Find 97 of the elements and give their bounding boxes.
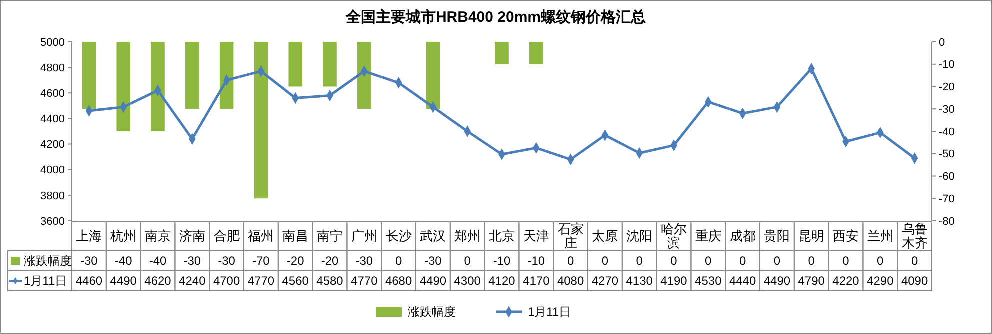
y2-tick-label: -80 (939, 216, 955, 228)
data-label: 4190 (660, 274, 688, 288)
x-tick-label: 西安 (833, 228, 859, 244)
data-label: 0 (739, 254, 746, 268)
data-label: 4460 (76, 274, 103, 288)
x-tick-label: 哈尔滨 (661, 222, 687, 251)
data-label: 4290 (867, 274, 894, 288)
data-label: 4090 (901, 274, 928, 288)
y2-tick-label: -40 (939, 126, 955, 138)
x-tick-label: 贵阳 (764, 228, 790, 244)
data-label: 4700 (213, 274, 240, 288)
data-label: 0 (911, 254, 918, 268)
x-tick-label: 合肥 (214, 228, 240, 244)
text: 1月11日 (528, 305, 572, 320)
data-label: 4620 (144, 274, 172, 288)
data-label: 4080 (557, 274, 584, 288)
x-tick-label: 天津 (523, 228, 550, 244)
y-tick-label: 4200 (40, 139, 65, 152)
y2-tick-label: 0 (939, 36, 946, 49)
text: 涨跌幅度 (408, 305, 456, 320)
x-tick-label: 广州 (351, 228, 378, 244)
data-label: -20 (321, 254, 339, 268)
data-label: 4490 (420, 274, 447, 288)
x-tick-label: 南宁 (317, 228, 343, 244)
data-label: 0 (636, 254, 644, 268)
y2-tick-label: -20 (939, 82, 955, 94)
y-tick-label: 3600 (40, 216, 65, 228)
data-label: 0 (567, 254, 574, 268)
data-label: 0 (877, 254, 884, 268)
y2-tick-label: -60 (939, 171, 955, 184)
y-tick-label: 4600 (40, 88, 65, 100)
x-tick-label: 郑州 (454, 228, 481, 244)
y-tick-label: 3800 (40, 190, 65, 202)
data-label: 4440 (729, 274, 756, 288)
x-tick-label: 福州 (248, 228, 274, 244)
data-label: 0 (808, 254, 816, 268)
data-label: -30 (184, 254, 202, 268)
legend-label: 1月11日 (24, 274, 68, 288)
y-tick-label: 5000 (40, 36, 65, 49)
data-label: 4270 (592, 274, 619, 288)
data-label: 4770 (248, 274, 275, 288)
data-label: 4490 (764, 274, 791, 288)
data-label: 4130 (626, 274, 654, 288)
x-tick-label: 重庆 (695, 228, 722, 244)
data-label: -30 (424, 254, 442, 268)
legend-label: 涨跌幅度 (24, 254, 72, 268)
y2-tick-label: -30 (939, 104, 955, 116)
data-label: 4300 (454, 274, 482, 288)
x-tick-label: 石家庄 (558, 222, 584, 251)
data-label: 4220 (832, 274, 860, 288)
y-tick-label: 4800 (40, 62, 65, 74)
data-label: 4790 (798, 274, 826, 288)
data-label: -70 (252, 254, 270, 268)
y2-tick-label: -70 (939, 193, 955, 206)
data-label: -10 (528, 254, 546, 268)
data-label: 4770 (351, 274, 378, 288)
x-tick-label: 南昌 (282, 228, 309, 244)
data-label: 4580 (316, 274, 344, 288)
x-tick-label: 北京 (489, 228, 515, 244)
x-tick-label: 南京 (145, 228, 171, 244)
x-tick-label: 昆明 (798, 228, 825, 244)
x-tick-label: 上海 (76, 228, 102, 244)
y2-tick-label: -50 (939, 148, 955, 161)
data-label: 4560 (282, 274, 310, 288)
data-label: -30 (218, 254, 236, 268)
x-tick-label: 济南 (179, 228, 206, 244)
x-tick-label: 沈阳 (626, 228, 653, 244)
y-tick-label: 4400 (40, 114, 65, 126)
data-label: -10 (493, 254, 511, 268)
data-label: -40 (114, 254, 133, 268)
x-tick-label: 太原 (592, 228, 618, 244)
data-label: 4170 (523, 274, 550, 288)
data-label: -30 (356, 254, 374, 268)
data-label: 4530 (695, 274, 722, 288)
y2-tick-label: -10 (939, 59, 955, 72)
chart-title: 全国主要城市HRB400 20mm螺纹钢价格汇总 (344, 8, 646, 26)
x-tick-label: 杭州 (110, 228, 137, 244)
data-label: 4240 (179, 274, 206, 288)
data-label: -40 (149, 254, 167, 268)
x-tick-label: 长沙 (386, 228, 412, 244)
x-tick-label: 兰州 (867, 228, 894, 244)
data-label: 4490 (110, 274, 138, 288)
data-label: 0 (705, 254, 712, 268)
x-tick-label: 成都 (730, 228, 756, 244)
data-label: 0 (395, 254, 402, 268)
x-tick-label: 乌鲁木齐 (902, 222, 928, 251)
data-label: 0 (670, 254, 678, 268)
data-label: 0 (842, 254, 850, 268)
x-tick-label: 武汉 (420, 228, 446, 244)
data-label: 0 (774, 254, 781, 268)
data-label: 0 (602, 254, 609, 268)
data-label: -20 (286, 254, 305, 268)
data-label: -30 (80, 254, 98, 268)
data-label: 4680 (385, 274, 412, 288)
data-label: 0 (464, 254, 472, 268)
data-label: 4120 (488, 274, 516, 288)
y-tick-label: 4000 (40, 164, 65, 177)
